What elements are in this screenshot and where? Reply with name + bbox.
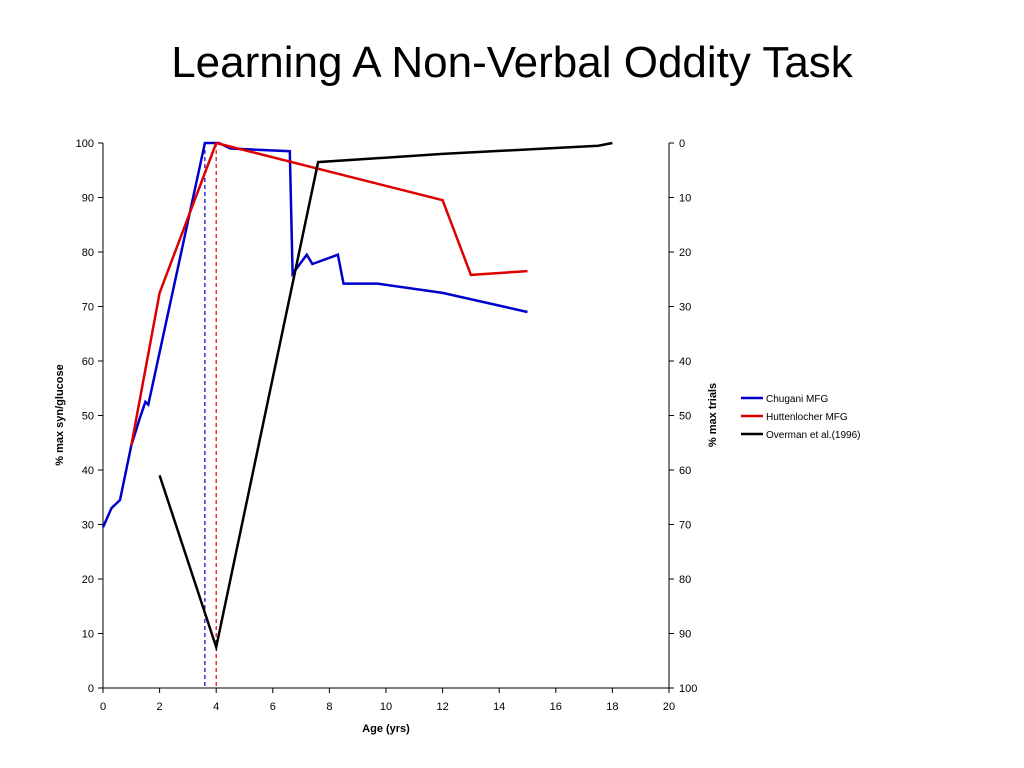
series-lines [101, 141, 613, 652]
y-axis-left-ticks: 0 10 20 30 40 50 60 70 80 90 100 [76, 138, 103, 695]
legend-label: Chugani MFG [766, 394, 828, 405]
y2-tick-label: 50 [679, 411, 691, 423]
x-tick-label: 10 [380, 701, 392, 713]
x-tick-label: 20 [663, 701, 675, 713]
x-axis-ticks: 0 2 4 6 8 10 12 14 16 18 20 [100, 688, 675, 713]
series-line-chugani-mfg [101, 141, 528, 528]
legend-label: Overman et al.(1996) [766, 430, 861, 441]
y2-tick-label: 0 [679, 138, 685, 150]
x-tick-label: 0 [100, 701, 106, 713]
y2-tick-label: 90 [679, 629, 691, 641]
x-tick-label: 14 [493, 701, 505, 713]
y2-tick-label: 40 [679, 356, 691, 368]
legend-label: Huttenlocher MFG [766, 412, 848, 423]
y2-tick-label: 10 [679, 193, 691, 205]
series-line-overman-et-al-1996 [158, 141, 613, 652]
x-tick-label: 12 [436, 701, 448, 713]
y2-tick-label: 80 [679, 574, 691, 586]
slide-title: Learning A Non-Verbal Oddity Task [171, 38, 853, 87]
y2-tick-label: 70 [679, 520, 691, 532]
y-tick-label: 20 [82, 574, 94, 586]
x-tick-label: 8 [326, 701, 332, 713]
y2-tick-label: 30 [679, 302, 691, 314]
y2-tick-label: 100 [679, 683, 697, 695]
y-tick-label: 90 [82, 193, 94, 205]
reference-lines [204, 143, 217, 688]
x-tick-label: 16 [550, 701, 562, 713]
x-tick-label: 18 [606, 701, 618, 713]
y-tick-label: 50 [82, 411, 94, 423]
y2-tick-label: 20 [679, 247, 691, 259]
y-axis-right-ticks: 0 10 20 30 40 50 60 70 80 90 100 [669, 138, 697, 695]
y-tick-label: 60 [82, 356, 94, 368]
y-tick-label: 30 [82, 520, 94, 532]
y-axis-right-title: % max trials [707, 383, 719, 447]
y-tick-label: 70 [82, 302, 94, 314]
y-tick-label: 80 [82, 247, 94, 259]
y-tick-label: 40 [82, 465, 94, 477]
y-tick-label: 10 [82, 629, 94, 641]
series-line-huttenlocher-mfg [130, 141, 528, 446]
x-tick-label: 2 [157, 701, 163, 713]
x-axis-title: Age (yrs) [362, 723, 410, 735]
y-tick-label: 0 [88, 683, 94, 695]
chart-legend: Chugani MFG Huttenlocher MFG Overman et al… [741, 394, 861, 441]
y2-tick-label: 60 [679, 465, 691, 477]
y-tick-label: 100 [76, 138, 94, 150]
x-tick-label: 6 [270, 701, 276, 713]
y-axis-left-title: % max syn/glucose [54, 364, 66, 466]
x-tick-label: 4 [213, 701, 219, 713]
